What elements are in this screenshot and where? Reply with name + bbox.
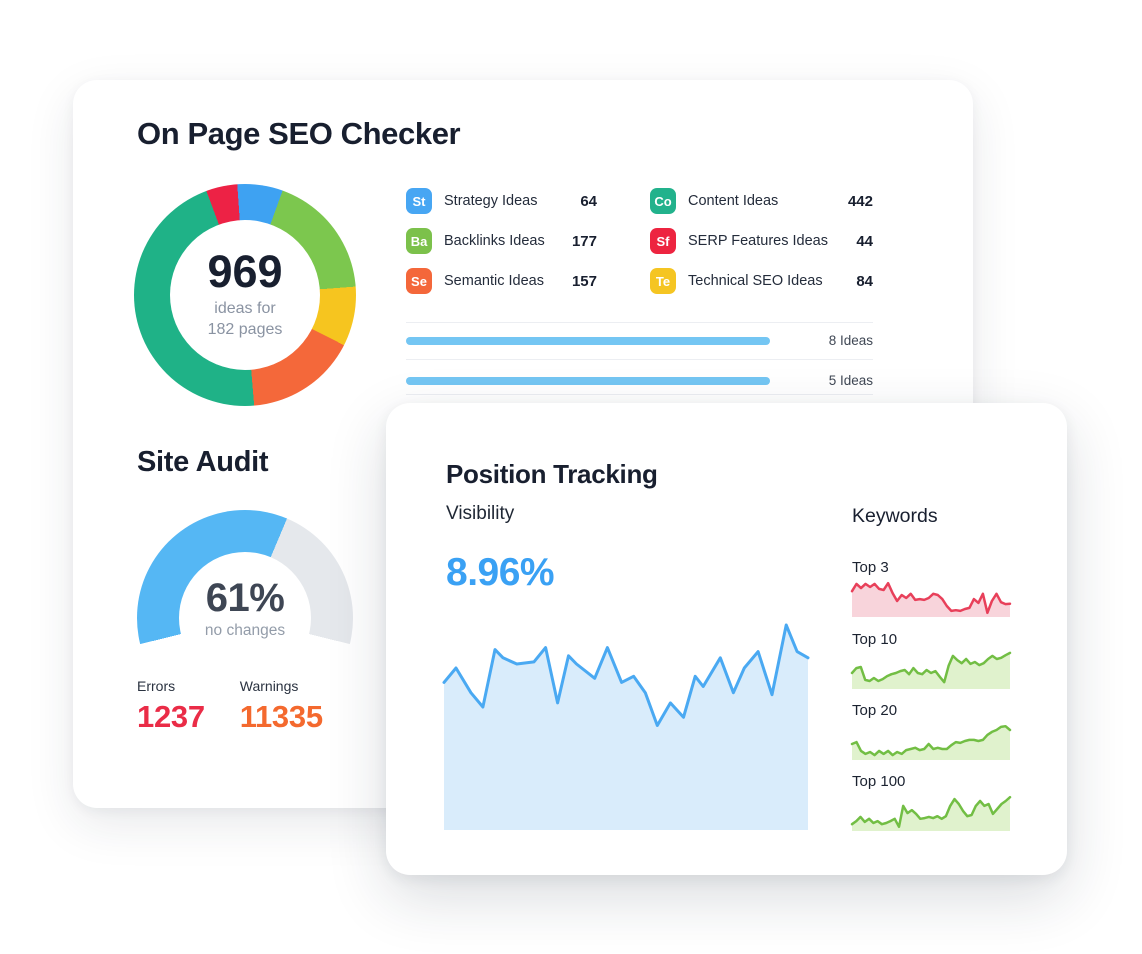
- position-tracking-card: Position Tracking Visibility 8.96% Keywo…: [386, 403, 1067, 875]
- ideas-total-caption: ideas for 182 pages: [207, 300, 283, 339]
- keywords-heading: Keywords: [852, 505, 938, 527]
- legend-value: 44: [856, 232, 873, 250]
- keywords-top3-sparkline: [850, 581, 1012, 617]
- site-health-caption: no changes: [204, 622, 286, 639]
- legend-label: Content Ideas: [688, 193, 779, 209]
- ideas-progress-bar: [406, 337, 771, 345]
- visibility-trend-chart: [442, 623, 810, 830]
- strategy-ideas-icon: St: [406, 188, 432, 214]
- ideas-progress-label: 8 Ideas: [828, 333, 873, 348]
- warnings-value: 11335: [239, 699, 323, 734]
- legend-value: 84: [856, 272, 873, 290]
- legend-label: SERP Features Ideas: [688, 233, 828, 249]
- warnings-label: Warnings: [239, 678, 299, 694]
- ideas-legend-column-1: St Strategy Ideas 64 Ba Backlinks Ideas …: [406, 188, 597, 308]
- ideas-donut-chart: 969 ideas for 182 pages: [134, 184, 356, 406]
- serp-features-ideas-icon: Sf: [650, 228, 676, 254]
- ideas-total-value: 969: [207, 246, 283, 298]
- keywords-top10-label: Top 10: [852, 631, 898, 648]
- legend-value: 64: [580, 192, 597, 210]
- keywords-top20-label: Top 20: [852, 702, 898, 719]
- keywords-top3-label: Top 3: [852, 559, 889, 576]
- on-page-seo-checker-title: On Page SEO Checker: [137, 116, 461, 151]
- legend-label: Strategy Ideas: [444, 193, 538, 209]
- divider: [406, 322, 873, 323]
- legend-row-content: Co Content Ideas 442: [650, 188, 873, 214]
- errors-label: Errors: [137, 678, 176, 694]
- divider: [406, 394, 873, 395]
- legend-label: Backlinks Ideas: [444, 233, 545, 249]
- divider: [406, 359, 873, 360]
- legend-label: Technical SEO Ideas: [688, 273, 823, 289]
- legend-row-technical-seo: Te Technical SEO Ideas 84: [650, 268, 873, 294]
- visibility-value: 8.96%: [446, 551, 555, 594]
- site-audit-stats: Errors 1237 Warnings 11335: [137, 678, 323, 732]
- content-ideas-icon: Co: [650, 188, 676, 214]
- legend-row-backlinks: Ba Backlinks Ideas 177: [406, 228, 597, 254]
- semantic-ideas-icon: Se: [406, 268, 432, 294]
- keywords-top100-label: Top 100: [852, 773, 906, 790]
- errors-stat: Errors 1237: [137, 678, 205, 732]
- ideas-progress-label: 5 Ideas: [828, 373, 873, 388]
- site-health-value: 61%: [205, 576, 285, 620]
- backlinks-ideas-icon: Ba: [406, 228, 432, 254]
- ideas-donut-center: 969 ideas for 182 pages: [170, 220, 320, 370]
- warnings-stat: Warnings 11335: [240, 678, 323, 732]
- ideas-legend-column-2: Co Content Ideas 442 Sf SERP Features Id…: [650, 188, 873, 308]
- keywords-top20-sparkline: [850, 724, 1012, 760]
- site-audit-title: Site Audit: [137, 446, 269, 478]
- keywords-top10-sparkline: [850, 651, 1012, 689]
- legend-row-semantic: Se Semantic Ideas 157: [406, 268, 597, 294]
- errors-value: 1237: [137, 699, 205, 734]
- legend-value: 442: [847, 192, 873, 210]
- site-health-gauge: 61% no changes: [137, 510, 353, 645]
- legend-label: Semantic Ideas: [444, 273, 544, 289]
- position-tracking-title: Position Tracking: [446, 459, 658, 489]
- visibility-label: Visibility: [446, 503, 515, 524]
- keywords-top100-sparkline: [850, 795, 1012, 831]
- legend-row-serp-features: Sf SERP Features Ideas 44: [650, 228, 873, 254]
- legend-row-strategy: St Strategy Ideas 64: [406, 188, 597, 214]
- legend-value: 177: [571, 232, 597, 250]
- ideas-progress-bar: [406, 377, 771, 385]
- technical-seo-ideas-icon: Te: [650, 268, 676, 294]
- ideas-progress-list: 8 Ideas 5 Ideas: [406, 322, 873, 402]
- legend-value: 157: [571, 272, 597, 290]
